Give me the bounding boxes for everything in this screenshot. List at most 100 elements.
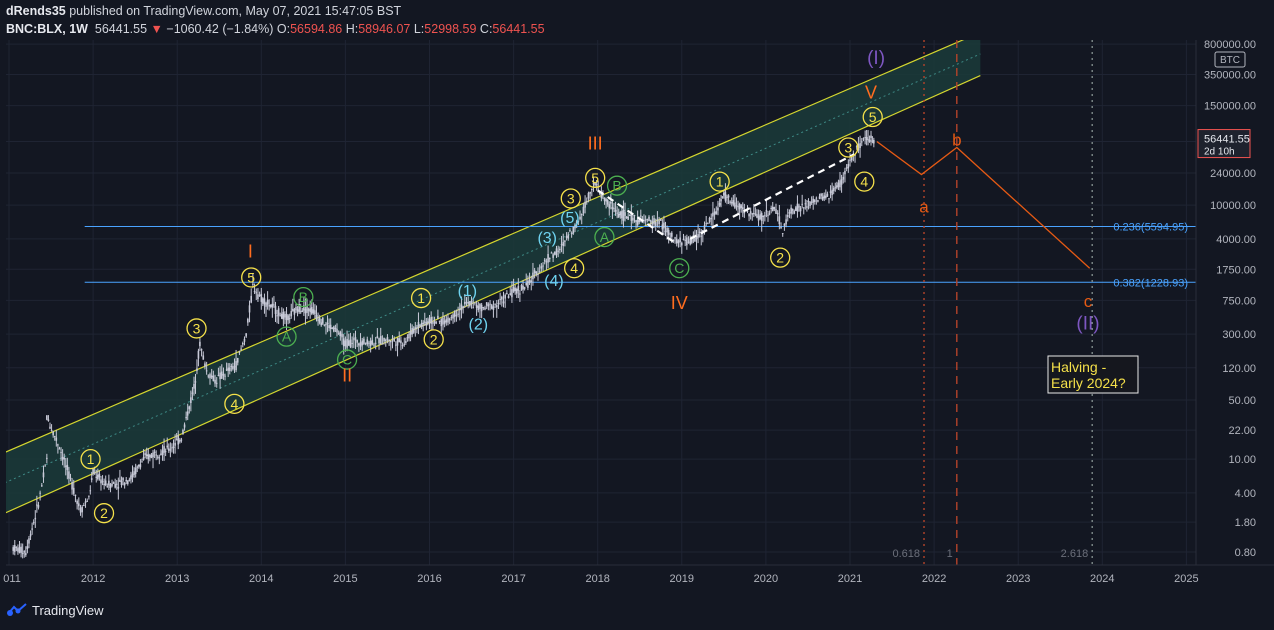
- y-tick-label: 1750.00: [1216, 264, 1256, 276]
- candle-body: [608, 204, 611, 209]
- candle-body: [416, 327, 418, 329]
- candle-body: [569, 230, 571, 232]
- candle-body: [344, 340, 347, 347]
- wave-circle: [560, 188, 581, 209]
- candle-body: [39, 492, 41, 494]
- candle-body: [428, 318, 431, 324]
- candle-body: [643, 220, 645, 222]
- candle-body: [492, 306, 495, 311]
- candle-body: [306, 306, 308, 313]
- candle-body: [160, 453, 162, 455]
- candle-body: [759, 214, 761, 219]
- publish-info: dRends35 published on TradingView.com, M…: [6, 4, 401, 18]
- candle-body: [25, 553, 27, 556]
- candle-body: [325, 324, 327, 326]
- candle-body: [293, 309, 296, 315]
- wave-label: II: [342, 365, 352, 385]
- candle-body: [190, 397, 192, 403]
- candle-body: [417, 322, 420, 328]
- candle-body: [81, 506, 83, 513]
- candle-body: [155, 454, 157, 456]
- candle-body: [209, 374, 211, 379]
- candle-body: [559, 248, 561, 251]
- candle-body: [781, 233, 784, 235]
- candle-body: [717, 207, 719, 211]
- candle-body: [331, 327, 334, 329]
- candle-body: [464, 301, 466, 305]
- candle-body: [600, 193, 603, 199]
- candle-body: [570, 233, 573, 235]
- candle-body: [395, 344, 397, 346]
- candles: [12, 129, 875, 559]
- open-label: O:: [276, 22, 291, 36]
- candle-body: [687, 241, 690, 243]
- candle-body: [376, 336, 379, 339]
- candle-body: [241, 342, 244, 345]
- candle-body: [423, 321, 426, 323]
- wave-label: 3: [844, 140, 852, 156]
- candle-body: [108, 480, 110, 486]
- fib-retracement-label: 0.236(5594.95): [1113, 222, 1188, 234]
- candle-body: [732, 200, 735, 205]
- candle-body: [484, 307, 486, 310]
- candle-body: [734, 202, 736, 208]
- candle-body: [222, 373, 225, 376]
- candle-body: [815, 197, 818, 199]
- last-price: 56441.55: [94, 22, 148, 36]
- candle-body: [548, 257, 551, 260]
- candle-body: [57, 444, 59, 446]
- candle-body: [494, 303, 496, 305]
- wave-label: 2: [430, 331, 438, 347]
- tradingview-brand[interactable]: TradingView: [6, 602, 104, 618]
- candle-body: [425, 322, 428, 326]
- candle-body: [72, 487, 75, 494]
- y-tick-label: 120.00: [1222, 363, 1256, 375]
- candle-body: [790, 207, 792, 214]
- candle-body: [358, 343, 360, 346]
- wave-label: (1): [458, 283, 478, 300]
- brand-label: TradingView: [32, 602, 104, 618]
- candle-body: [207, 375, 210, 377]
- candle-body: [796, 203, 799, 212]
- candle-body: [78, 503, 80, 507]
- y-tick-label: 24000.00: [1210, 168, 1256, 180]
- grid: [6, 40, 1196, 565]
- wave-label: (4): [544, 273, 564, 290]
- wave-circle: [770, 247, 791, 268]
- wave-label: IV: [671, 293, 688, 313]
- publisher-name[interactable]: dRends35: [6, 4, 66, 18]
- candle-body: [528, 279, 531, 284]
- symbol-label: BNC:BLX, 1W: [6, 22, 88, 36]
- candle-body: [530, 280, 533, 283]
- candle-body: [52, 431, 54, 436]
- candle-body: [123, 483, 126, 486]
- candle-body: [619, 212, 622, 216]
- candle-body: [253, 291, 256, 293]
- candle-body: [197, 350, 200, 359]
- wave-circle: [594, 226, 615, 248]
- candle-body: [710, 218, 713, 220]
- candle-body: [450, 316, 453, 318]
- candle-body: [447, 317, 449, 323]
- fib-retracement-label: 0.382(1228.93): [1113, 277, 1188, 289]
- candle-body: [726, 196, 728, 198]
- candle-body: [840, 179, 843, 185]
- candle-body: [820, 193, 822, 197]
- candle-body: [432, 322, 434, 324]
- candle-body: [453, 310, 456, 317]
- candle-body: [161, 450, 164, 455]
- candle-body: [864, 137, 866, 139]
- candle-body: [532, 272, 534, 280]
- wave-circle: [838, 137, 859, 158]
- candle-body: [712, 212, 714, 217]
- candle-body: [762, 215, 765, 217]
- channel-upper-line: [6, 40, 965, 453]
- candle-body: [557, 250, 559, 252]
- candle-body: [727, 195, 730, 198]
- candle-body: [737, 206, 739, 208]
- candle-body: [128, 479, 131, 481]
- candle-body: [284, 314, 286, 318]
- candle-body: [248, 305, 251, 313]
- candle-body: [318, 317, 321, 323]
